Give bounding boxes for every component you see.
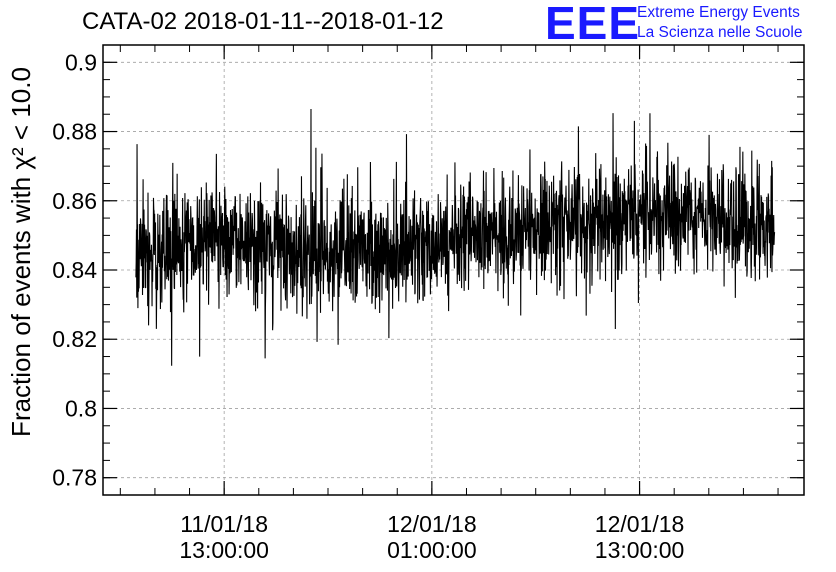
x-tick-label-time: 13:00:00 (179, 537, 269, 563)
chart-title: CATA-02 2018-01-11--2018-01-12 (82, 8, 444, 35)
eee-logo: EEE Extreme Energy Events La Scienza nel… (545, 0, 835, 49)
y-tick-label: 0.82 (52, 326, 97, 352)
x-tick-label-time: 01:00:00 (387, 537, 477, 563)
y-axis-label: Fraction of events with χ² < 10.0 (6, 67, 36, 437)
y-tick-label: 0.88 (52, 119, 97, 145)
y-tick-label: 0.84 (52, 257, 97, 283)
y-tick-label: 0.78 (52, 465, 97, 491)
y-tick-label: 0.8 (65, 395, 97, 421)
y-tick-label: 0.9 (65, 49, 97, 75)
x-tick-label-date: 11/01/18 (180, 511, 268, 537)
logo-line-1: Extreme Energy Events (637, 4, 800, 21)
axes: 0.780.80.820.840.860.880.911/01/1813:00:… (52, 44, 804, 563)
data-series (135, 108, 776, 366)
logo-line-2: La Scienza nelle Scuole (637, 24, 803, 41)
series-line (135, 108, 776, 366)
y-tick-label: 0.86 (52, 188, 97, 214)
logo-mark: EEE (545, 0, 641, 49)
x-tick-label-date: 12/01/18 (595, 511, 685, 537)
x-tick-label-time: 13:00:00 (595, 537, 685, 563)
x-tick-label-date: 12/01/18 (387, 511, 477, 537)
